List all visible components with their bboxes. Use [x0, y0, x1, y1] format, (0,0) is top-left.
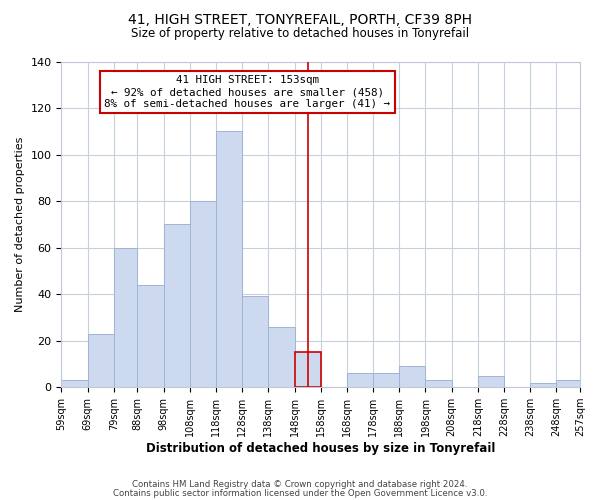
Bar — [530, 382, 556, 387]
Bar — [556, 380, 580, 387]
Bar — [347, 374, 373, 387]
Text: 41, HIGH STREET, TONYREFAIL, PORTH, CF39 8PH: 41, HIGH STREET, TONYREFAIL, PORTH, CF39… — [128, 12, 472, 26]
Bar — [268, 326, 295, 387]
Bar — [373, 374, 399, 387]
Text: Contains public sector information licensed under the Open Government Licence v3: Contains public sector information licen… — [113, 488, 487, 498]
Bar — [164, 224, 190, 387]
Bar — [137, 285, 164, 387]
Text: Contains HM Land Registry data © Crown copyright and database right 2024.: Contains HM Land Registry data © Crown c… — [132, 480, 468, 489]
Bar — [242, 296, 268, 387]
Bar — [88, 334, 114, 387]
Bar — [216, 132, 242, 387]
Bar — [61, 380, 88, 387]
Bar — [478, 376, 504, 387]
Bar — [425, 380, 452, 387]
Y-axis label: Number of detached properties: Number of detached properties — [15, 136, 25, 312]
Bar — [114, 248, 137, 387]
Bar — [295, 352, 321, 387]
Bar — [399, 366, 425, 387]
Text: 41 HIGH STREET: 153sqm
← 92% of detached houses are smaller (458)
8% of semi-det: 41 HIGH STREET: 153sqm ← 92% of detached… — [104, 76, 391, 108]
X-axis label: Distribution of detached houses by size in Tonyrefail: Distribution of detached houses by size … — [146, 442, 496, 455]
Text: Size of property relative to detached houses in Tonyrefail: Size of property relative to detached ho… — [131, 28, 469, 40]
Bar — [190, 201, 216, 387]
